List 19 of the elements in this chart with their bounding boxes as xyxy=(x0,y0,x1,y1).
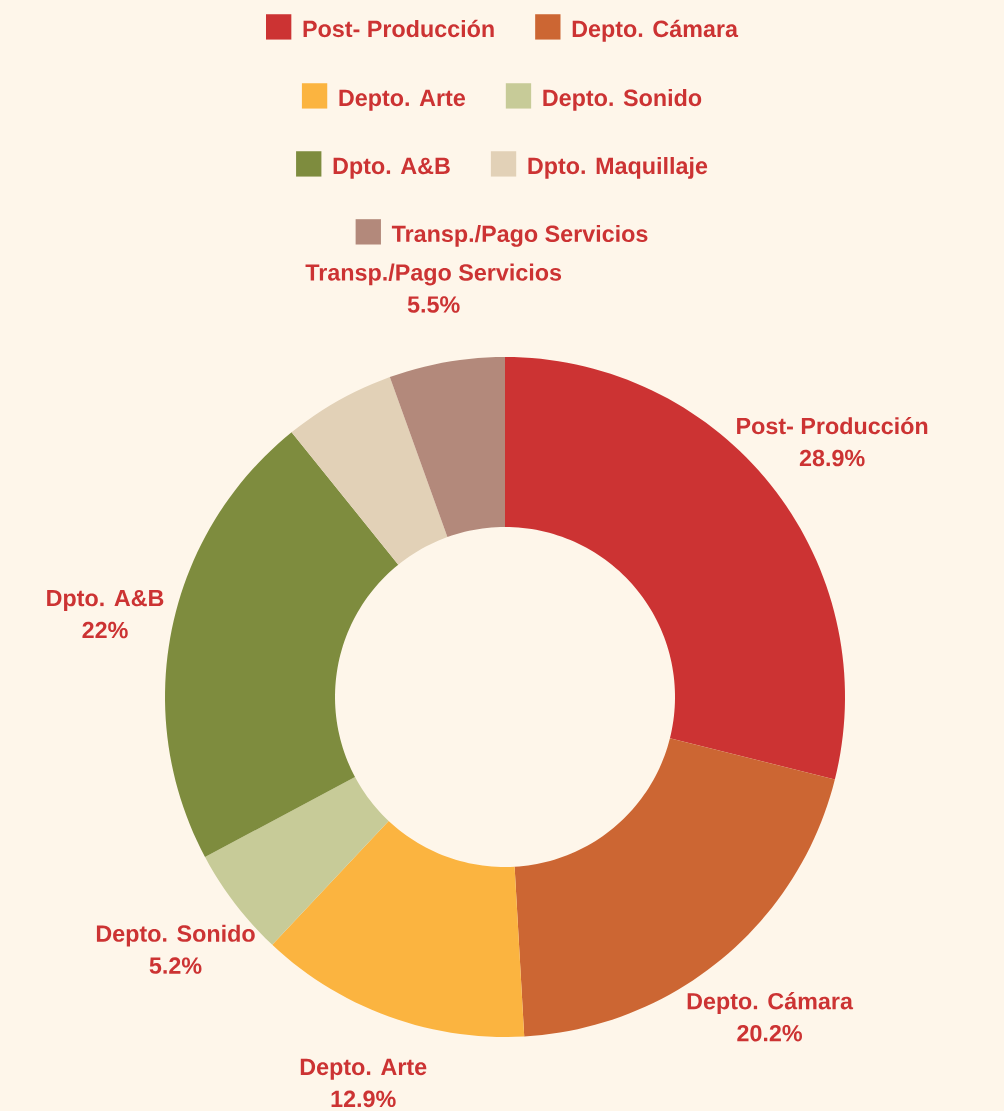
legend-label: Post- Producción xyxy=(303,19,494,38)
legend-label: Dpto. Maquillaje xyxy=(528,156,708,179)
data-label: 20.2% xyxy=(737,1024,802,1042)
data-label: 5.5% xyxy=(407,296,460,313)
legend-label: Dpto. A&B xyxy=(333,157,450,179)
legend-label: Depto. Arte xyxy=(339,89,466,111)
slice-label: Dpto. A&B xyxy=(47,589,164,611)
slice-label: Depto. Cámara xyxy=(687,992,854,1015)
data-label: 22% xyxy=(82,621,128,639)
legend-label: Depto. Cámara xyxy=(572,19,739,42)
data-label: 12.9% xyxy=(331,1090,396,1108)
legend-label: Depto. Sonido xyxy=(543,88,702,111)
slice-label: Depto. Sonido xyxy=(96,924,255,947)
legend-label: Transp./Pago Servicios xyxy=(391,224,648,247)
data-label: 28.9% xyxy=(799,449,865,467)
slice-label: Depto. Arte xyxy=(300,1058,427,1080)
slice-label: Transp./Pago Servicios xyxy=(305,263,562,286)
slice-label: Post- Producción xyxy=(737,416,928,435)
data-label: 5.2% xyxy=(149,957,202,974)
